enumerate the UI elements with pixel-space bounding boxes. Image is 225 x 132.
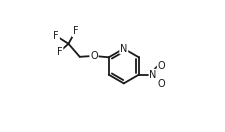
Text: O: O: [158, 61, 165, 71]
Text: O: O: [158, 79, 165, 89]
Text: N: N: [149, 70, 157, 80]
Text: F: F: [73, 26, 78, 36]
Text: F: F: [54, 31, 59, 41]
Text: O: O: [90, 51, 98, 61]
Text: F: F: [57, 47, 63, 57]
Text: N: N: [120, 44, 128, 54]
